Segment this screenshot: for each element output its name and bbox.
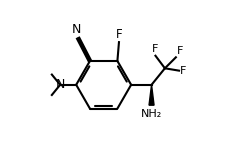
Text: N: N xyxy=(55,78,65,91)
Text: F: F xyxy=(177,46,184,56)
Text: F: F xyxy=(116,28,122,41)
Text: N: N xyxy=(72,23,82,36)
Text: NH₂: NH₂ xyxy=(141,109,162,119)
Polygon shape xyxy=(149,85,154,105)
Text: F: F xyxy=(180,66,187,76)
Text: F: F xyxy=(151,44,158,54)
